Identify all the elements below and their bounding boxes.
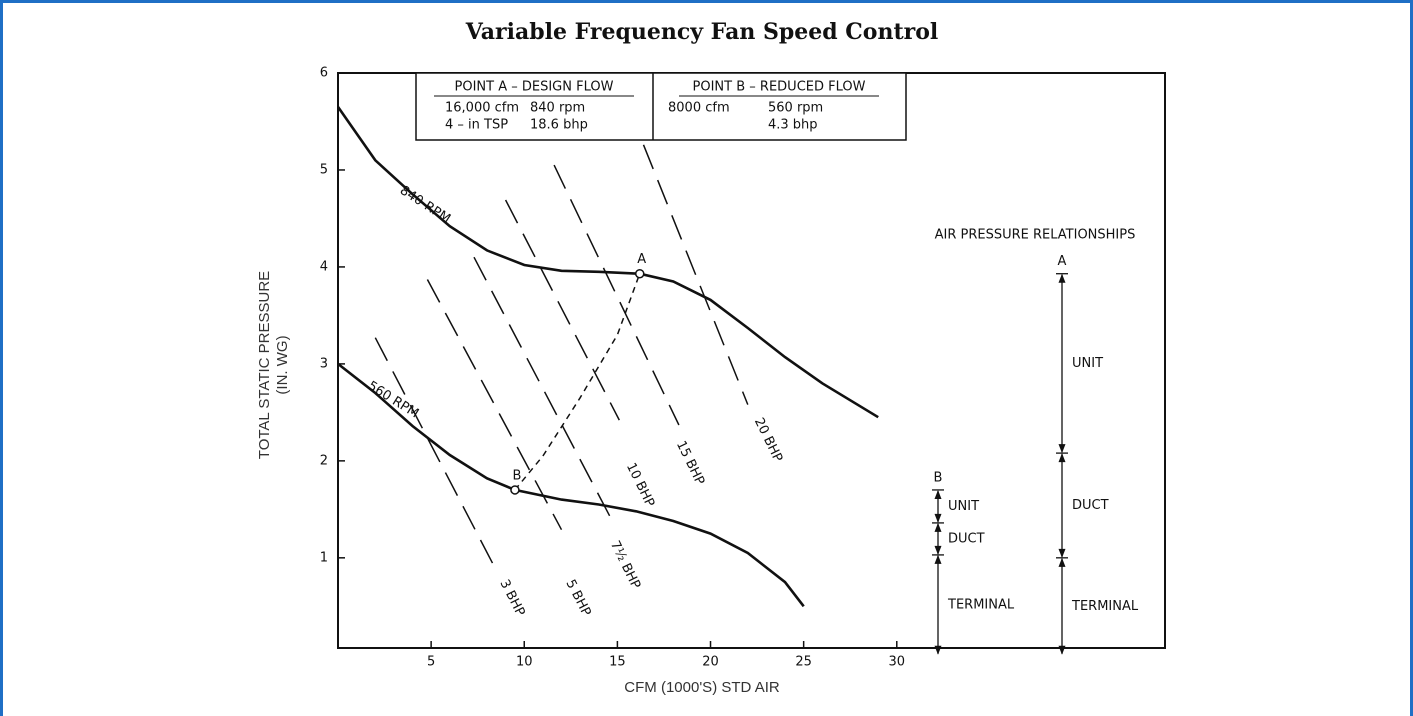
series-line: [336, 106, 879, 419]
info-box: [415, 72, 907, 141]
bar-label: A: [1058, 254, 1067, 269]
y-tick-label: 5: [320, 162, 328, 177]
info-cell: 840 rpm: [530, 101, 585, 116]
arrow: [934, 489, 942, 499]
series-label: 5 BHP: [562, 577, 593, 619]
y-axis-label: TOTAL STATIC PRESSURE: [256, 271, 273, 459]
info-cell: 16,000 cfm: [445, 101, 519, 116]
arrow: [934, 545, 942, 555]
series-line: [337, 362, 805, 608]
segment-label: DUCT: [948, 531, 985, 546]
series-line: [473, 256, 613, 521]
x-tick-label: 15: [609, 655, 626, 670]
series-line: [514, 273, 641, 491]
pressure-title: AIR PRESSURE RELATIONSHIPS: [935, 228, 1136, 243]
series-label: 10 BHP: [623, 460, 657, 509]
y-tick-label: 2: [320, 453, 328, 468]
arrow: [1058, 645, 1066, 655]
y-tick-label: 1: [320, 550, 328, 565]
x-tick-label: 25: [795, 655, 812, 670]
series-label: 7½ BHP: [607, 539, 643, 592]
y-tick-label: 4: [320, 259, 328, 274]
series-label: 20 BHP: [751, 415, 785, 464]
x-tick-label: 20: [702, 655, 719, 670]
segment-label: UNIT: [1072, 356, 1103, 371]
y-tick-label: 6: [320, 66, 328, 81]
point-label: A: [637, 252, 646, 267]
series-line: [504, 199, 620, 421]
series-label: 560 RPM: [365, 379, 421, 422]
series-label: 15 BHP: [673, 438, 707, 487]
point: [634, 268, 645, 279]
chart-title: Variable Frequency Fan Speed Control: [465, 19, 939, 45]
arrow: [934, 513, 942, 523]
info-heading: POINT B – REDUCED FLOW: [693, 80, 866, 95]
x-tick-label: 10: [516, 655, 533, 670]
info-cell: 560 rpm: [768, 101, 823, 116]
info-heading: POINT A – DESIGN FLOW: [455, 80, 614, 95]
series-line: [553, 164, 680, 426]
point-label: B: [512, 468, 521, 483]
bar-label: B: [934, 470, 943, 485]
x-tick-label: 5: [427, 655, 435, 670]
arrow: [1058, 444, 1066, 454]
segment-label: DUCT: [1072, 498, 1109, 513]
series-label: 3 BHP: [496, 577, 527, 619]
arrow: [934, 522, 942, 532]
series-line: [426, 279, 563, 531]
arrow: [1058, 453, 1066, 463]
info-cell: 18.6 bhp: [530, 118, 588, 133]
arrow: [1058, 273, 1066, 283]
series-line: [642, 144, 749, 405]
arrow: [934, 554, 942, 564]
y-axis-label: (IN. WG): [274, 335, 291, 394]
info-cell: 4.3 bhp: [768, 118, 818, 133]
info-cell: 4 – in TSP: [445, 118, 508, 133]
series-label: 840 RPM: [397, 183, 453, 227]
x-tick-label: 30: [889, 655, 906, 670]
plot-frame: [337, 72, 1166, 649]
info-cell: 8000 cfm: [668, 101, 730, 116]
point: [510, 485, 520, 495]
segment-label: UNIT: [948, 499, 979, 514]
segment-label: TERMINAL: [1071, 599, 1139, 614]
segment-label: TERMINAL: [947, 597, 1015, 612]
arrow: [934, 645, 942, 655]
x-axis-label: CFM (1000'S) STD AIR: [624, 679, 780, 696]
y-tick-label: 3: [320, 356, 328, 371]
series-line: [374, 337, 497, 571]
arrow: [1058, 548, 1066, 558]
arrow: [1058, 557, 1066, 567]
